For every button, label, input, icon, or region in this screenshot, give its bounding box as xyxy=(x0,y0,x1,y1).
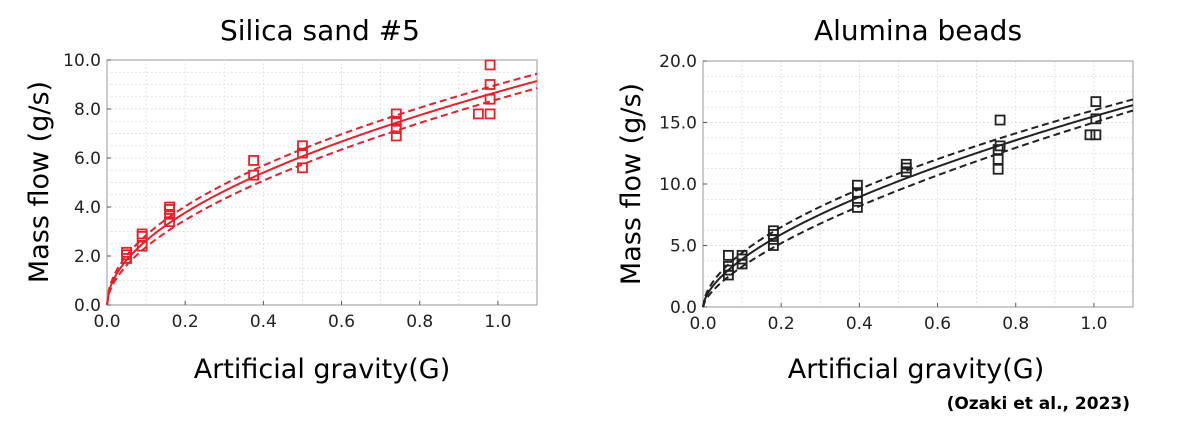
y-tick-label: 8.0 xyxy=(74,100,101,120)
data-point xyxy=(484,79,496,90)
data-points xyxy=(723,96,1102,281)
data-point xyxy=(390,130,402,142)
y-tick-label: 10.0 xyxy=(659,175,697,195)
fit-line xyxy=(106,80,538,306)
data-point xyxy=(852,187,863,199)
x-tick-label: 0.0 xyxy=(93,312,120,332)
data-point xyxy=(723,261,734,272)
confidence-band-line xyxy=(106,87,538,306)
confidence-band-line xyxy=(106,72,538,306)
citation: (Ozaki et al., 2023) xyxy=(946,394,1130,414)
x-tick-label: 0.4 xyxy=(846,314,873,334)
x-tick-label: 0.8 xyxy=(406,312,433,332)
fit-curves xyxy=(106,72,538,306)
data-point xyxy=(484,93,496,105)
x-tick-label: 0.0 xyxy=(689,314,716,334)
data-point xyxy=(994,114,1006,126)
data-point xyxy=(472,108,484,120)
grid xyxy=(107,60,537,305)
x-tick-label: 0.2 xyxy=(768,314,795,334)
chart-title: Alumina beads xyxy=(814,14,1022,47)
y-axis-label: Mass flow (g/s) xyxy=(616,83,647,285)
data-point xyxy=(852,201,863,213)
data-point xyxy=(136,228,148,240)
y-axis-label: Mass flow (g/s) xyxy=(24,81,55,283)
data-point xyxy=(390,115,402,127)
data-point xyxy=(164,216,175,228)
data-point xyxy=(248,169,259,181)
x-axis-label: Artificial gravity(G) xyxy=(788,354,1044,385)
x-tick-label: 0.8 xyxy=(1002,314,1029,334)
y-tick-label: 4.0 xyxy=(74,198,101,218)
y-tick-label: 0.0 xyxy=(670,298,697,318)
y-tick-label: 2.0 xyxy=(74,247,101,267)
tick-labels: 0.0 0.2 0.4 0.6 0.8 1.0 0.0 5.0 10.0 15.0 20.0 xyxy=(659,52,1107,334)
data-point xyxy=(248,155,259,166)
data-point xyxy=(994,140,1006,152)
data-point xyxy=(390,108,402,120)
data-point xyxy=(900,158,912,170)
y-tick-label: 20.0 xyxy=(659,52,697,72)
data-point xyxy=(297,162,308,174)
data-point xyxy=(1090,96,1102,107)
y-tick-label: 5.0 xyxy=(670,237,697,257)
data-point xyxy=(121,246,132,258)
data-point xyxy=(484,108,496,120)
data-point xyxy=(390,123,402,134)
chart-alumina-beads: Alumina beads 0.0 0.2 0.4 0.6 0.8 1.0 0.0 5.0 10… xyxy=(616,14,1134,385)
x-tick-label: 0.6 xyxy=(328,312,355,332)
y-tick-label: 10.0 xyxy=(63,51,101,71)
x-axis-label: Artificial gravity(G) xyxy=(194,354,450,385)
y-tick-label: 0.0 xyxy=(74,296,101,316)
data-points xyxy=(121,59,496,264)
chart-title: Silica sand #5 xyxy=(220,14,420,47)
chart-silica-sand: Silica sand #5 0.0 0.2 0.4 0.6 0.8 1.0 0.0 2.0 4… xyxy=(24,14,538,385)
data-point xyxy=(723,249,734,261)
data-point xyxy=(767,240,779,251)
data-point xyxy=(852,179,863,191)
data-point xyxy=(736,249,748,261)
y-tick-label: 6.0 xyxy=(74,149,101,169)
data-point xyxy=(767,225,779,237)
x-tick-label: 0.4 xyxy=(250,312,277,332)
data-point xyxy=(484,59,496,71)
x-tick-label: 0.6 xyxy=(924,314,951,334)
x-tick-label: 0.2 xyxy=(172,312,199,332)
y-tick-label: 15.0 xyxy=(659,114,697,134)
plot-area xyxy=(702,60,1134,308)
data-point xyxy=(1090,113,1102,125)
x-tick-label: 1.0 xyxy=(1080,314,1107,334)
data-point xyxy=(297,147,308,159)
data-point xyxy=(164,201,175,213)
data-point xyxy=(1084,129,1096,141)
confidence-band-line xyxy=(702,98,1134,308)
data-point xyxy=(297,140,308,152)
tick-labels: 0.0 0.2 0.4 0.6 0.8 1.0 0.0 2.0 4.0 6.0 8.0 10.0 xyxy=(63,51,511,332)
x-tick-label: 1.0 xyxy=(484,312,511,332)
data-point xyxy=(1090,129,1102,141)
